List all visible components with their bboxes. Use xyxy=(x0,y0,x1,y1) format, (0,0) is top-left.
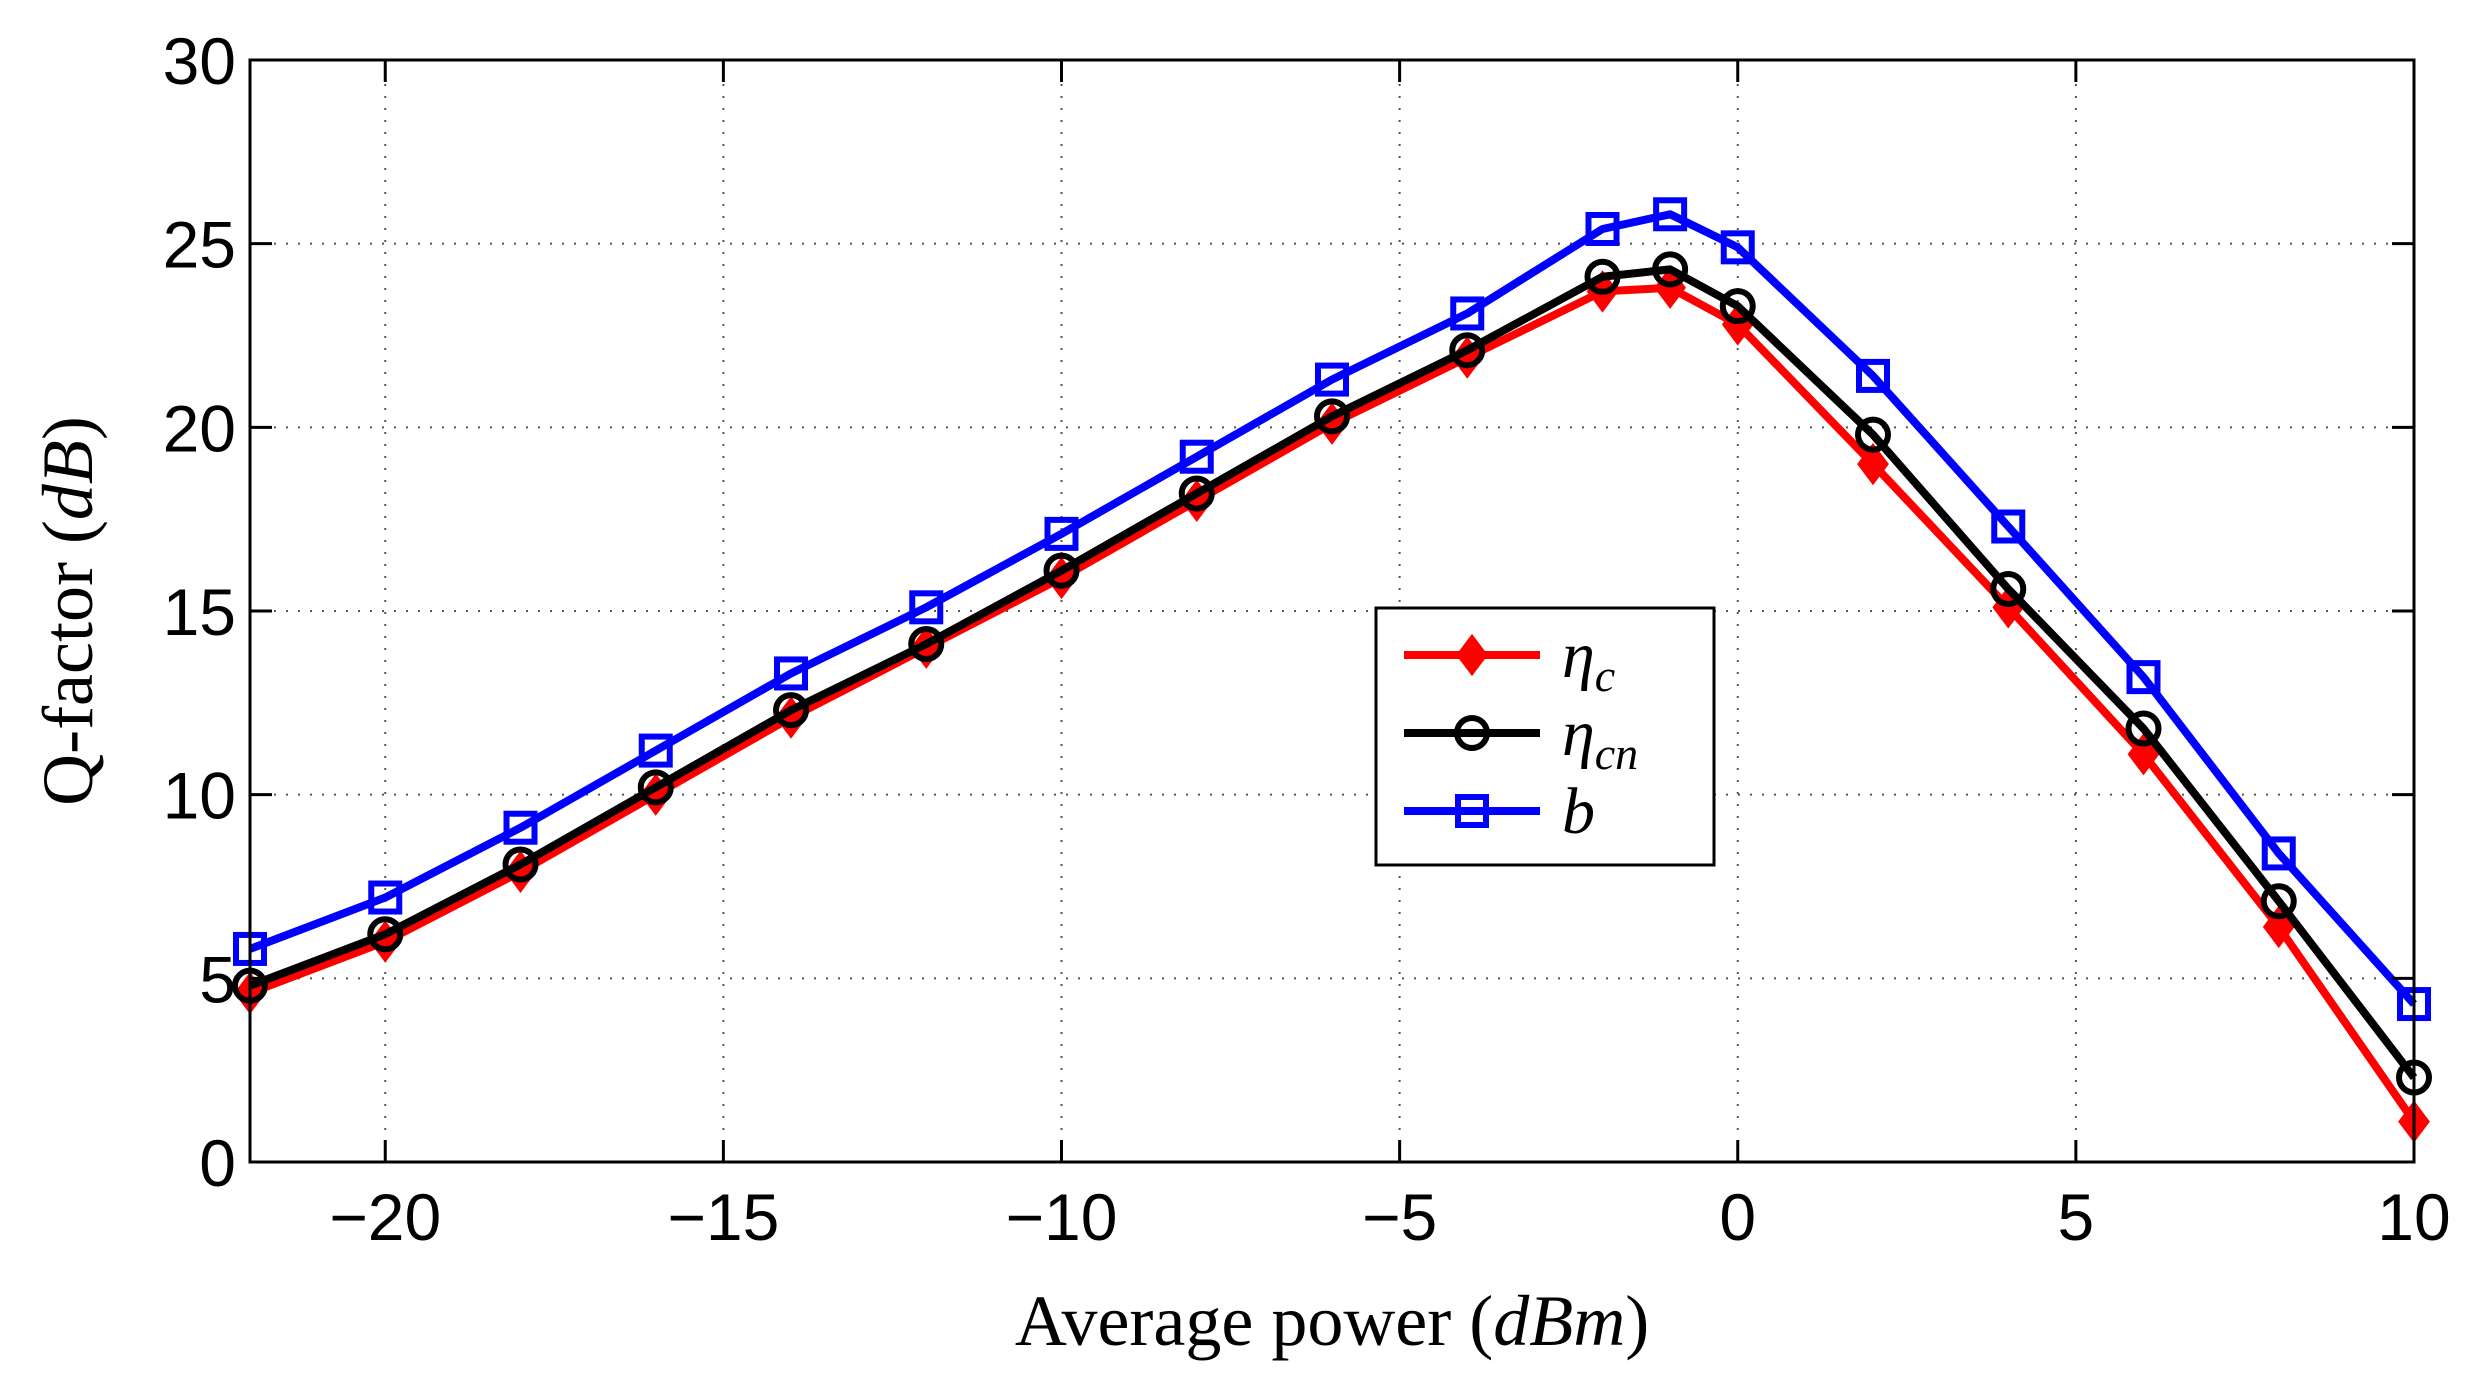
data-point xyxy=(1855,416,1891,453)
legend-box xyxy=(1374,606,1716,867)
legend-marker xyxy=(1456,633,1488,677)
axis-ticks: −20 −15 −10 −5 0 5 10 0 5 10 15 20 25 30 xyxy=(163,24,2451,1254)
data-point xyxy=(1044,516,1079,551)
series-line xyxy=(248,210,2417,1007)
data-point xyxy=(1449,332,1486,369)
data-point xyxy=(1653,197,1688,232)
data-point xyxy=(1991,509,2026,544)
data-point xyxy=(2126,660,2161,695)
legend-label-base: η xyxy=(1562,697,1595,770)
series-line xyxy=(248,283,2418,1124)
data-point xyxy=(1652,251,1689,288)
data-point xyxy=(1584,258,1621,295)
data-point xyxy=(1720,230,1755,265)
y-tick-label: 30 xyxy=(163,24,236,98)
series-line xyxy=(248,265,2418,1080)
y-tick-label: 0 xyxy=(199,1126,236,1200)
legend-marker xyxy=(1454,715,1490,751)
data-point xyxy=(773,692,809,729)
data-point xyxy=(2261,836,2296,871)
data-point xyxy=(908,626,945,663)
data-point xyxy=(503,810,538,845)
legend-label: ηc xyxy=(1562,619,1615,701)
data-point xyxy=(1179,439,1214,474)
data-point xyxy=(502,846,539,883)
data-point xyxy=(1450,296,1485,331)
y-tick-label: 20 xyxy=(163,391,236,465)
x-tick-label: −15 xyxy=(667,1180,779,1254)
data-point xyxy=(2127,733,2160,776)
data-point xyxy=(637,769,674,806)
x-tick-label: −10 xyxy=(1006,1180,1118,1254)
data-point xyxy=(1315,362,1349,397)
x-tick-label: 5 xyxy=(2058,1180,2095,1254)
data-point xyxy=(1585,211,1620,246)
data-point xyxy=(2125,710,2162,747)
series-layer xyxy=(232,197,2432,1143)
x-tick-label: 10 xyxy=(2377,1180,2450,1254)
x-tick-label: 0 xyxy=(1719,1180,1756,1254)
data-point xyxy=(774,656,808,691)
series-circle xyxy=(232,251,2432,1096)
data-point xyxy=(1719,288,1756,325)
legend-label-base: b xyxy=(1562,775,1595,848)
data-point xyxy=(1857,442,1889,486)
legend-label: ηcn xyxy=(1562,697,1638,779)
data-point xyxy=(1990,570,2027,607)
data-point xyxy=(1314,398,1350,435)
y-tick-label: 10 xyxy=(163,759,236,833)
data-point xyxy=(2260,883,2297,920)
data-point xyxy=(2262,905,2295,949)
data-point xyxy=(1043,552,1080,589)
data-point xyxy=(1856,358,1890,393)
data-point xyxy=(367,916,404,953)
x-tick-label: −20 xyxy=(329,1180,441,1254)
y-tick-label: 25 xyxy=(163,208,236,282)
legend-label: b xyxy=(1562,775,1595,848)
y-tick-label: 15 xyxy=(163,575,236,649)
legend-marker xyxy=(1455,794,1489,828)
data-point xyxy=(638,733,673,768)
legend-label-sub: c xyxy=(1595,650,1615,701)
x-tick-label: −5 xyxy=(1362,1180,1437,1254)
data-point xyxy=(368,880,403,915)
data-point xyxy=(909,590,944,625)
legend-label-sub: cn xyxy=(1595,728,1638,779)
y-tick-label: 5 xyxy=(199,942,236,1016)
x-axis-title: Average power (dBm) xyxy=(1015,1281,1649,1361)
data-point xyxy=(1178,475,1215,512)
legend-label-base: η xyxy=(1562,619,1595,692)
y-axis-title: Q-factor (dB) xyxy=(28,416,108,806)
